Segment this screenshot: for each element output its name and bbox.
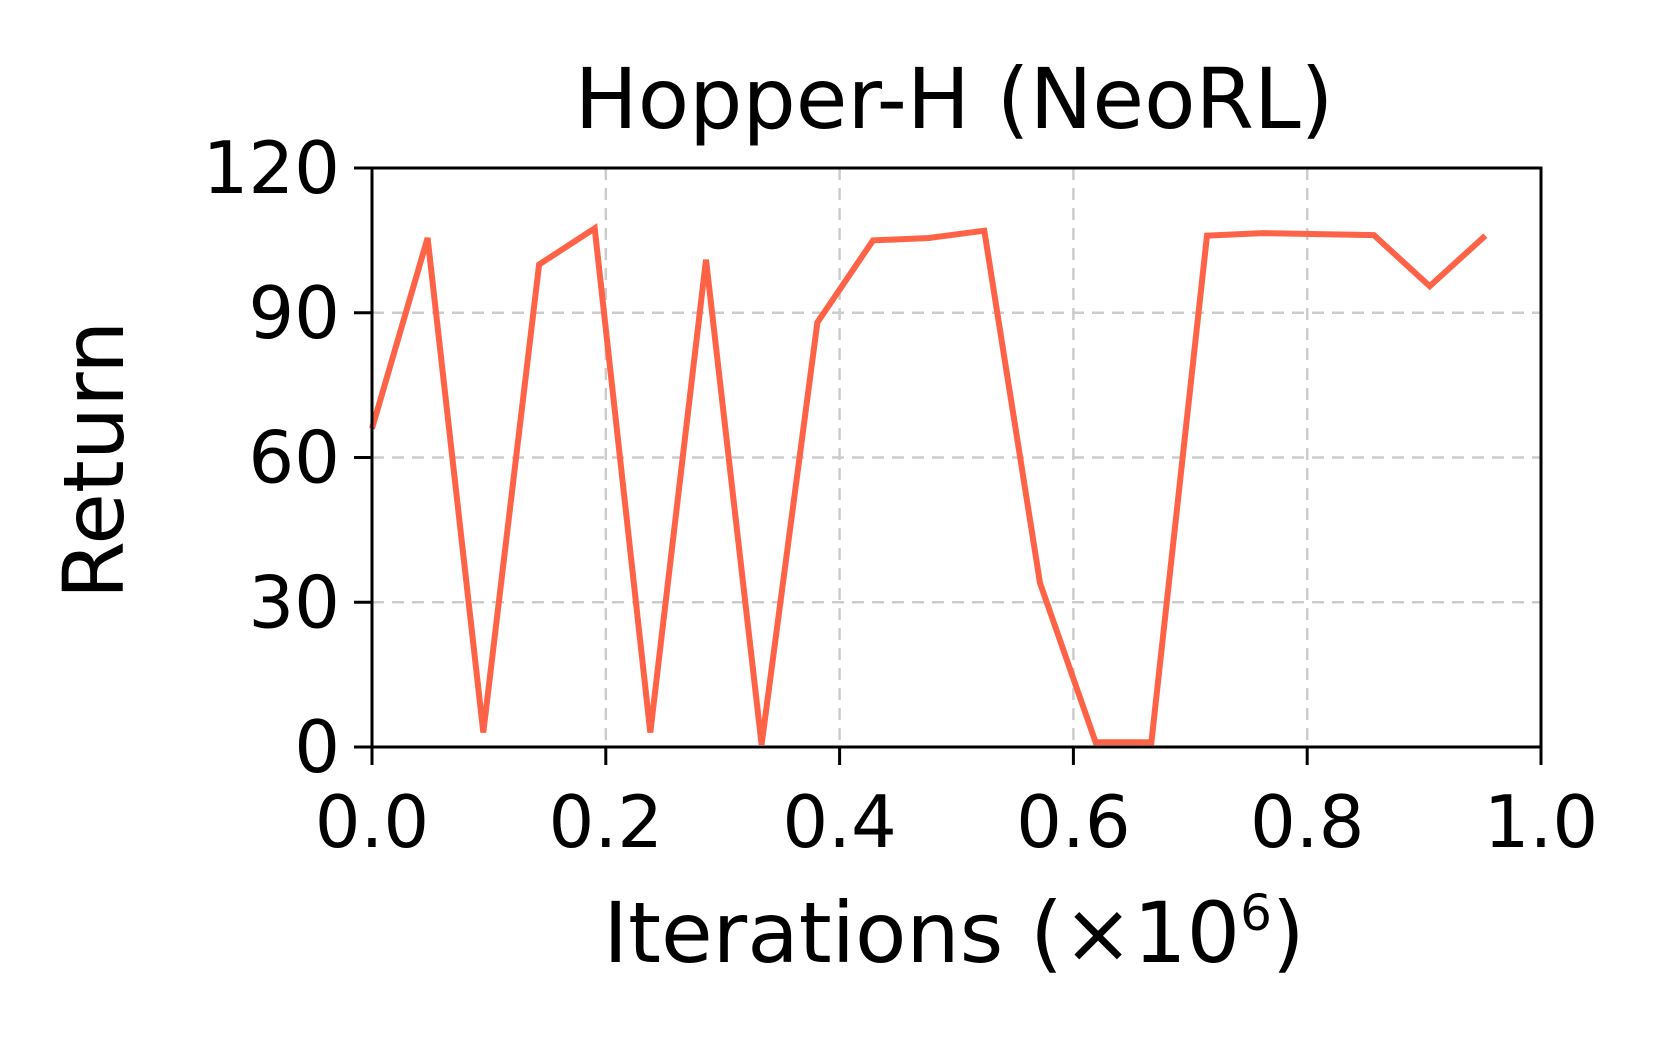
x-tick-label: 1.0 xyxy=(1484,780,1599,864)
x-tick-label: 0.4 xyxy=(782,780,897,864)
x-axis-label-close: ) xyxy=(1272,884,1305,982)
y-tick-label: 60 xyxy=(248,416,340,500)
series-layer xyxy=(369,223,1488,746)
grid-lines xyxy=(372,168,1541,747)
y-axis-label: Return xyxy=(45,321,143,600)
x-axis-label-exponent: 6 xyxy=(1240,884,1272,942)
x-axis-label-main: Iterations (×10 xyxy=(603,884,1240,982)
y-tick-label: 90 xyxy=(248,271,340,355)
x-axis-label: Iterations (×106) xyxy=(603,884,1304,982)
y-tick-label: 0 xyxy=(294,705,340,789)
y-axis-ticks: 0 30 60 90 120 xyxy=(203,126,372,789)
chart-title: Hopper-H (NeoRL) xyxy=(575,50,1334,148)
series-line xyxy=(369,223,1488,746)
x-tick-label: 0.8 xyxy=(1250,780,1365,864)
x-tick-label: 0.0 xyxy=(315,780,430,864)
x-axis-ticks: 0.0 0.2 0.4 0.6 0.8 1.0 xyxy=(315,747,1599,864)
x-tick-label: 0.6 xyxy=(1016,780,1131,864)
y-tick-label: 30 xyxy=(248,560,340,644)
x-tick-label: 0.2 xyxy=(549,780,664,864)
y-tick-label: 120 xyxy=(203,126,340,210)
